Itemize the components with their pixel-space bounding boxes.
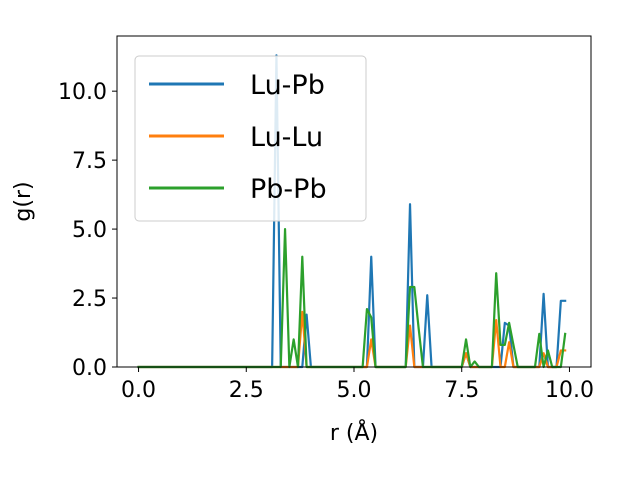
x-axis-label: r (Å) — [330, 419, 378, 446]
y-tick-label: 7.5 — [72, 149, 107, 174]
y-tick-label: 0.0 — [72, 356, 107, 381]
legend-box — [134, 55, 367, 222]
y-axis-label: g(r) — [11, 181, 36, 221]
y-tick-label: 5.0 — [72, 218, 107, 243]
legend-label-lu-lu: Lu-Lu — [250, 122, 323, 153]
y-axis-ticks: 0.0 2.5 5.0 7.5 10.0 — [58, 80, 117, 381]
x-axis-ticks: 0.0 2.5 5.0 7.5 10.0 — [121, 367, 594, 403]
x-tick-label: 7.5 — [444, 378, 479, 403]
x-tick-label: 0.0 — [121, 378, 156, 403]
y-tick-label: 2.5 — [72, 287, 107, 312]
legend-label-lu-pb: Lu-Pb — [250, 70, 325, 101]
x-tick-label: 2.5 — [229, 378, 264, 403]
legend-label-pb-pb: Pb-Pb — [250, 174, 327, 205]
x-tick-label: 10.0 — [545, 378, 594, 403]
x-tick-label: 5.0 — [337, 378, 372, 403]
legend: Lu-Pb Lu-Lu Pb-Pb — [134, 55, 367, 222]
y-tick-label: 10.0 — [58, 80, 107, 105]
